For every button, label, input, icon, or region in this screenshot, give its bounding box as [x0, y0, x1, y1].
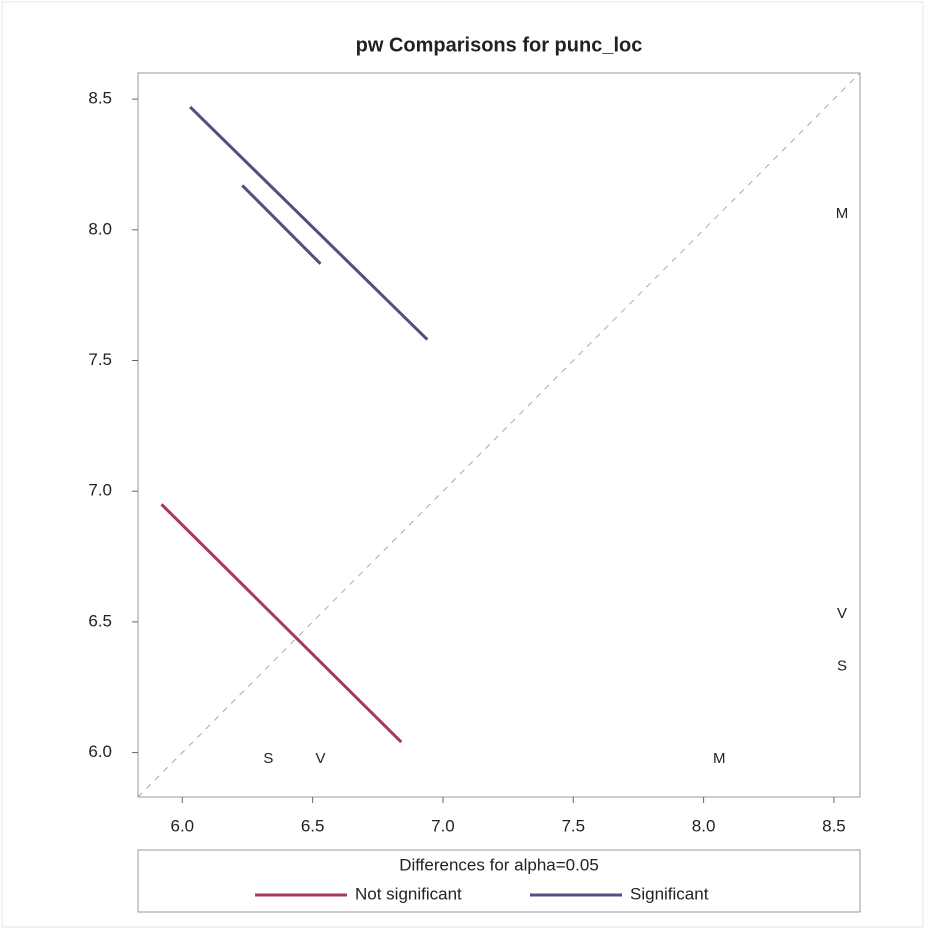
y-tick-label: 8.0	[88, 219, 112, 238]
group-label-x: M	[713, 750, 726, 767]
x-tick-label: 6.0	[170, 816, 194, 835]
group-label-x: S	[263, 750, 273, 767]
y-tick-label: 6.0	[88, 742, 112, 761]
difference-segment	[189, 105, 429, 341]
y-tick-label: 8.5	[88, 89, 112, 108]
y-tick-label: 7.5	[88, 350, 112, 369]
legend-label: Not significant	[355, 884, 462, 903]
group-label-y: V	[837, 605, 847, 622]
y-tick-label: 6.5	[88, 611, 112, 630]
x-tick-label: 7.5	[561, 816, 585, 835]
legend-label: Significant	[630, 884, 709, 903]
y-tick-label: 7.0	[88, 481, 112, 500]
legend-title: Differences for alpha=0.05	[399, 855, 599, 874]
difference-segment	[241, 184, 322, 265]
plot-frame	[137, 72, 861, 798]
x-tick-label: 6.5	[301, 816, 325, 835]
group-label-y: M	[836, 205, 849, 222]
x-tick-label: 7.0	[431, 816, 455, 835]
chart-title: pw Comparisons for punc_loc	[356, 34, 643, 56]
group-label-x: V	[315, 750, 325, 767]
legend-box	[137, 849, 861, 913]
x-tick-label: 8.5	[822, 816, 846, 835]
diagonal	[137, 72, 861, 798]
group-label-y: S	[837, 657, 847, 674]
difference-segment	[160, 503, 403, 744]
x-tick-label: 8.0	[692, 816, 716, 835]
